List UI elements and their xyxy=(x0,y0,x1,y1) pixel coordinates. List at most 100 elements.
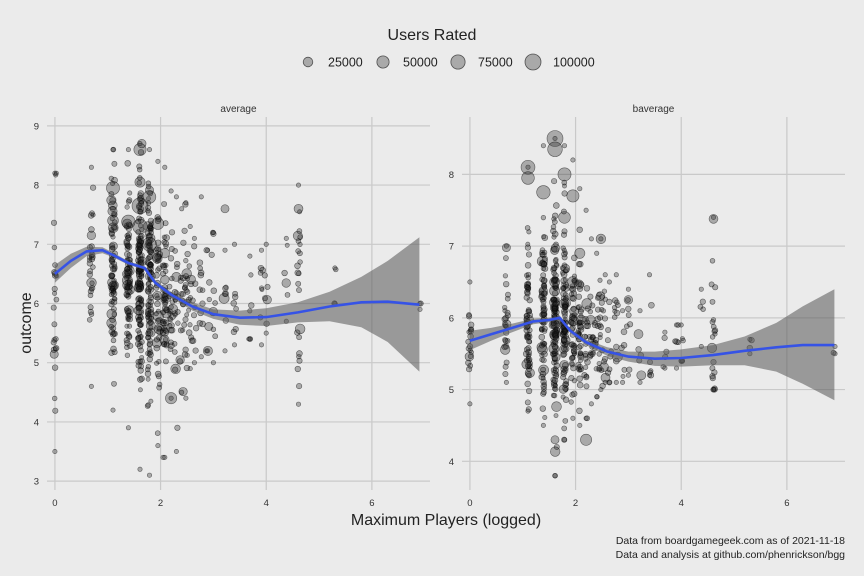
scatter-point xyxy=(589,302,596,309)
scatter-point xyxy=(111,380,117,387)
panel-baverage: baverage 0 2 4 6 4 5 6 7 8 xyxy=(449,104,845,509)
scatter-point xyxy=(146,254,153,261)
scatter-point xyxy=(163,358,169,365)
scatter-point xyxy=(598,236,604,242)
scatter-point xyxy=(222,348,228,354)
scatter-point xyxy=(50,304,57,311)
scatter-point xyxy=(163,327,169,334)
scatter-point xyxy=(525,271,532,278)
scatter-point xyxy=(525,345,532,352)
scatter-point xyxy=(538,364,549,376)
x-axis-title: Maximum Players (logged) xyxy=(351,512,541,529)
scatter-point xyxy=(570,365,577,372)
scatter-point xyxy=(673,365,679,371)
scatter-point xyxy=(615,302,621,308)
legend-key-75000 xyxy=(450,54,466,70)
scatter-point xyxy=(222,247,228,253)
scatter-point xyxy=(210,230,216,236)
scatter-point xyxy=(467,353,474,359)
scatter-point xyxy=(620,342,628,349)
scatter-point xyxy=(541,255,548,262)
scatter-point xyxy=(181,321,188,328)
scatter-point xyxy=(170,363,181,375)
scatter-point xyxy=(53,296,60,303)
caption-line-1: Data from boardgamegeek.com as of 2021-1… xyxy=(616,535,845,547)
scatter-point xyxy=(606,279,612,285)
scatter-point xyxy=(144,370,152,377)
scatter-point xyxy=(560,351,567,358)
scatter-point xyxy=(86,317,93,323)
scatter-point xyxy=(552,212,559,219)
scatter-point xyxy=(661,334,668,341)
scatter-point xyxy=(111,160,118,167)
scatter-point xyxy=(551,219,558,225)
scatter-point xyxy=(710,214,716,220)
scatter-point xyxy=(161,201,168,207)
scatter-point xyxy=(163,268,169,274)
scatter-point xyxy=(582,364,589,370)
scatter-point xyxy=(562,396,570,403)
scatter-point xyxy=(503,255,509,261)
scatter-point xyxy=(542,415,548,420)
scatter-point xyxy=(601,315,609,322)
scatter-point xyxy=(541,325,548,332)
scatter-point xyxy=(662,365,668,371)
scatter-point xyxy=(161,325,168,331)
scatter-point xyxy=(552,136,558,142)
scatter-point xyxy=(146,340,154,348)
scatter-point xyxy=(551,377,559,384)
scatter-point xyxy=(539,297,546,303)
scatter-point xyxy=(294,323,306,335)
scatter-point xyxy=(183,395,189,401)
scatter-point xyxy=(626,366,633,373)
scatter-point xyxy=(247,253,253,259)
scatter-point xyxy=(139,199,145,205)
scatter-point xyxy=(709,258,716,264)
scatter-point xyxy=(137,149,145,156)
scatter-point xyxy=(295,401,301,407)
scatter-point xyxy=(591,322,599,329)
scatter-point xyxy=(153,311,159,317)
scatter-point-large xyxy=(567,276,579,288)
scatter-point xyxy=(540,389,547,396)
scatter-point xyxy=(166,283,173,290)
scatter-point xyxy=(126,323,133,329)
scatter-point xyxy=(51,321,58,328)
scatter-point xyxy=(597,332,603,338)
scatter-point xyxy=(230,300,237,307)
scatter-point xyxy=(53,345,60,352)
scatter-point xyxy=(210,326,217,332)
scatter-point xyxy=(583,356,589,362)
scatter-point xyxy=(124,275,130,281)
scatter-point xyxy=(183,200,189,206)
scatter-point xyxy=(569,354,576,361)
scatter-point xyxy=(613,272,619,278)
scatter-point xyxy=(625,286,631,292)
scatter-point xyxy=(569,360,575,367)
scatter-point xyxy=(578,326,585,333)
scatter-point xyxy=(162,220,169,227)
scatter-point xyxy=(577,353,584,360)
scatter-point xyxy=(187,224,193,230)
scatter-point xyxy=(551,230,559,238)
scatter-point-large xyxy=(159,248,170,259)
scatter-point xyxy=(110,234,116,240)
scatter-point xyxy=(620,373,626,379)
scatter-point xyxy=(598,387,604,393)
scatter-point xyxy=(466,313,473,320)
scatter-point xyxy=(552,335,560,342)
scatter-point xyxy=(218,293,230,304)
scatter-point xyxy=(576,319,583,326)
scatter-point xyxy=(106,195,117,206)
scatter-point xyxy=(563,250,568,256)
scatter-point xyxy=(551,401,562,412)
scatter-point xyxy=(145,364,152,370)
scatter-point xyxy=(123,291,130,298)
scatter-point xyxy=(155,267,161,273)
scatter-point xyxy=(635,346,642,353)
y-tick-label: 7 xyxy=(34,240,39,251)
scatter-point xyxy=(90,212,96,218)
scatter-point xyxy=(525,408,531,414)
scatter-point xyxy=(232,290,238,297)
scatter-point xyxy=(595,306,601,313)
